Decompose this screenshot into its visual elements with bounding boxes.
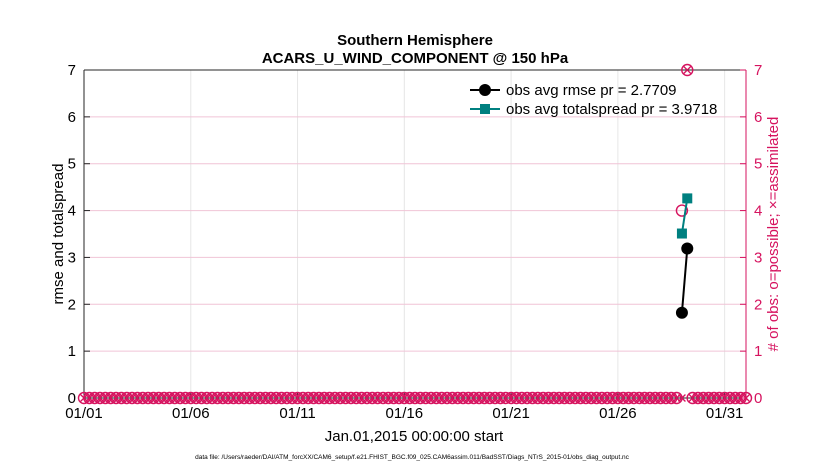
legend-label: obs avg totalspread pr = 3.9718: [506, 101, 717, 118]
chart-title: Southern Hemisphere: [337, 32, 493, 49]
obs-assimilated-stroke: [683, 66, 692, 74]
y-tick-label: 6: [68, 109, 76, 126]
x-tick-label: 01/11: [279, 405, 315, 422]
y-tick-label-right: 6: [754, 109, 762, 126]
y-tick-label-right: 7: [754, 62, 762, 79]
series-point-1: [676, 228, 687, 239]
y-tick-label: 7: [68, 62, 76, 79]
x-tick-label: 01/21: [492, 405, 530, 422]
x-tick-label: 01/16: [386, 405, 424, 422]
obs-assimilated-marker: [677, 394, 686, 402]
y-tick-label-right: 2: [754, 296, 762, 313]
series-line-1: [680, 198, 689, 234]
obs-assimilated-marker: [683, 66, 692, 74]
x-tick-label: 01/06: [172, 405, 210, 422]
y-tick-label: 4: [68, 203, 76, 220]
legend-marker: [479, 84, 491, 96]
series-point-0: [681, 242, 694, 255]
x-axis-label: Jan.01,2015 00:00:00 start: [325, 428, 504, 445]
y-tick-label-right: 4: [754, 203, 762, 220]
chart-subtitle: ACARS_U_WIND_COMPONENT @ 150 hPa: [262, 50, 569, 67]
y-tick-label: 5: [68, 156, 76, 173]
y-tick-label-right: 5: [754, 156, 762, 173]
y-tick-label: 2: [68, 296, 76, 313]
obs-possible-marker: [675, 204, 689, 217]
y-tick-label-right: 0: [754, 390, 762, 407]
obs-assimilated-stroke: [677, 394, 686, 402]
legend: obs avg rmse pr = 2.7709 obs avg totalspr…: [470, 82, 717, 118]
x-tick-label: 01/31: [706, 405, 744, 422]
legend-marker: [480, 104, 490, 114]
y-tick-label: 3: [68, 249, 76, 266]
y-tick-label-right: 1: [754, 343, 762, 360]
footer-data-file: data file: /Users/raeder/DAI/ATM_forcXX/…: [195, 454, 630, 461]
series-line-0: [680, 248, 689, 313]
obs-assimilated-stroke: [742, 394, 750, 402]
x-tick-label: 01/26: [599, 405, 637, 422]
y-axis-label-right: # of obs: o=possible; ×=assimilated: [765, 117, 782, 352]
x-tick-label: 01/01: [65, 405, 103, 422]
obs-assimilated-marker: [742, 394, 750, 402]
y-axis-label: rmse and totalspread: [50, 164, 67, 305]
legend-label: obs avg rmse pr = 2.7709: [506, 82, 677, 99]
obs-possible-marker: [681, 63, 694, 77]
y-tick-label-right: 3: [754, 249, 762, 266]
series-point-1: [682, 193, 693, 204]
series-point-0: [675, 306, 688, 319]
y-tick-label: 0: [68, 390, 76, 407]
y-tick-label: 1: [68, 343, 76, 360]
